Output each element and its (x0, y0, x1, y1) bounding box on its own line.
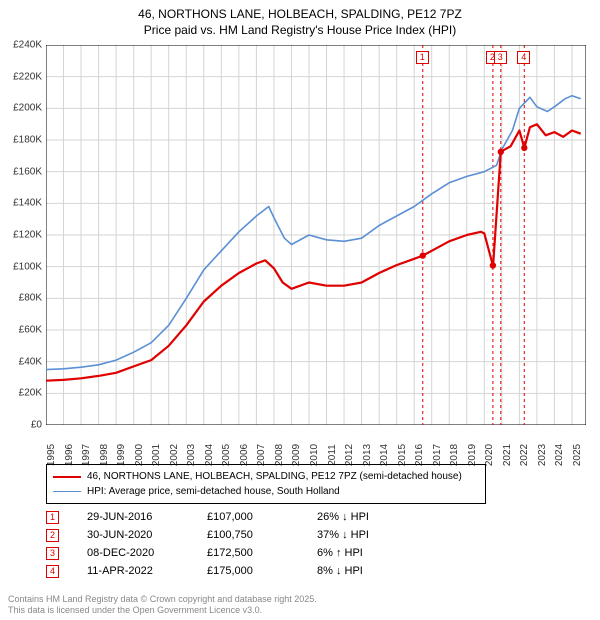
x-tick-label: 2001 (151, 444, 162, 466)
x-tick-label: 2005 (221, 444, 232, 466)
y-tick-label: £60K (19, 325, 42, 336)
sale-marker-3: 3 (494, 51, 507, 64)
x-tick-label: 1999 (116, 444, 127, 466)
sale-marker-4: 4 (517, 51, 530, 64)
x-tick-label: 2008 (274, 444, 285, 466)
sale-index-box: 3 (46, 547, 59, 560)
chart-svg (46, 45, 586, 425)
footer-line2: This data is licensed under the Open Gov… (8, 605, 317, 616)
sale-hpi-diff: 8% ↓ HPI (317, 565, 417, 577)
x-tick-label: 2000 (134, 444, 145, 466)
x-tick-label: 2013 (362, 444, 373, 466)
y-tick-label: £80K (19, 293, 42, 304)
sale-row: 1 29-JUN-2016£107,00026% ↓ HPI (46, 508, 417, 526)
legend-swatch (53, 491, 81, 492)
x-tick-label: 2018 (449, 444, 460, 466)
y-tick-label: £120K (13, 230, 42, 241)
x-tick-label: 2020 (484, 444, 495, 466)
x-tick-label: 2017 (432, 444, 443, 466)
x-tick-label: 2003 (186, 444, 197, 466)
x-tick-label: 2022 (519, 444, 530, 466)
x-tick-label: 2021 (502, 444, 513, 466)
sale-row: 3 08-DEC-2020£172,5006% ↑ HPI (46, 544, 417, 562)
x-axis: 1995199619971998199920002001200220032004… (46, 427, 586, 457)
x-tick-label: 2016 (414, 444, 425, 466)
sale-marker-1: 1 (416, 51, 429, 64)
y-tick-label: £20K (19, 388, 42, 399)
x-tick-label: 1995 (46, 444, 57, 466)
sale-date: 30-JUN-2020 (87, 529, 207, 541)
legend-label: HPI: Average price, semi-detached house,… (87, 484, 340, 499)
y-tick-label: £240K (13, 40, 42, 51)
x-tick-label: 2015 (397, 444, 408, 466)
legend-swatch (53, 476, 81, 478)
x-tick-label: 2025 (572, 444, 583, 466)
x-tick-label: 2009 (291, 444, 302, 466)
x-tick-label: 2010 (309, 444, 320, 466)
y-axis: £0£20K£40K£60K£80K£100K£120K£140K£160K£1… (0, 45, 44, 425)
footer-attribution: Contains HM Land Registry data © Crown c… (8, 594, 317, 617)
y-tick-label: £40K (19, 356, 42, 367)
sale-hpi-diff: 37% ↓ HPI (317, 529, 417, 541)
sale-date: 29-JUN-2016 (87, 511, 207, 523)
x-tick-label: 2014 (379, 444, 390, 466)
sale-hpi-diff: 26% ↓ HPI (317, 511, 417, 523)
y-tick-label: £180K (13, 135, 42, 146)
sale-price: £100,750 (207, 529, 317, 541)
chart-plot-area: 1234 (46, 45, 586, 425)
sale-date: 11-APR-2022 (87, 565, 207, 577)
y-tick-label: £0 (31, 420, 42, 431)
sale-row: 4 11-APR-2022£175,0008% ↓ HPI (46, 562, 417, 580)
sale-index-box: 1 (46, 511, 59, 524)
x-tick-label: 2019 (467, 444, 478, 466)
sale-index-box: 2 (46, 529, 59, 542)
title-line2: Price paid vs. HM Land Registry's House … (0, 22, 600, 38)
y-tick-label: £160K (13, 166, 42, 177)
title-line1: 46, NORTHONS LANE, HOLBEACH, SPALDING, P… (0, 6, 600, 22)
sale-index-box: 4 (46, 565, 59, 578)
sale-price: £175,000 (207, 565, 317, 577)
x-tick-label: 1997 (81, 444, 92, 466)
x-tick-label: 2011 (327, 444, 338, 466)
x-tick-label: 2006 (239, 444, 250, 466)
y-tick-label: £100K (13, 261, 42, 272)
y-tick-label: £220K (13, 71, 42, 82)
sale-hpi-diff: 6% ↑ HPI (317, 547, 417, 559)
sale-price: £107,000 (207, 511, 317, 523)
legend-item: HPI: Average price, semi-detached house,… (53, 484, 479, 499)
x-tick-label: 1998 (99, 444, 110, 466)
legend-label: 46, NORTHONS LANE, HOLBEACH, SPALDING, P… (87, 469, 462, 484)
sale-price: £172,500 (207, 547, 317, 559)
x-tick-label: 2002 (169, 444, 180, 466)
y-tick-label: £140K (13, 198, 42, 209)
sale-date: 08-DEC-2020 (87, 547, 207, 559)
x-tick-label: 1996 (64, 444, 75, 466)
sale-row: 2 30-JUN-2020£100,75037% ↓ HPI (46, 526, 417, 544)
x-tick-label: 2004 (204, 444, 215, 466)
x-tick-label: 2007 (256, 444, 267, 466)
x-tick-label: 2024 (554, 444, 565, 466)
x-tick-label: 2023 (537, 444, 548, 466)
sales-table: 1 29-JUN-2016£107,00026% ↓ HPI 2 30-JUN-202… (46, 508, 417, 580)
legend: 46, NORTHONS LANE, HOLBEACH, SPALDING, P… (46, 464, 486, 504)
y-tick-label: £200K (13, 103, 42, 114)
footer-line1: Contains HM Land Registry data © Crown c… (8, 594, 317, 605)
legend-item: 46, NORTHONS LANE, HOLBEACH, SPALDING, P… (53, 469, 479, 484)
x-tick-label: 2012 (344, 444, 355, 466)
